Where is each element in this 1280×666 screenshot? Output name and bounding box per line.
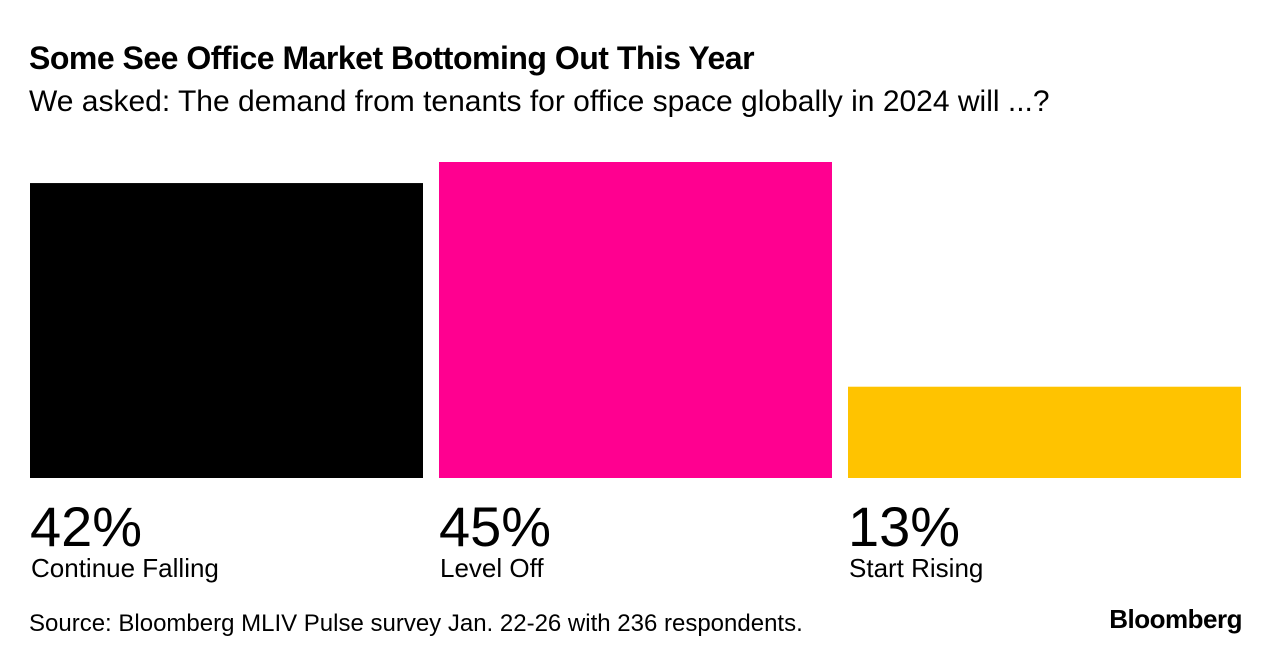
- value-label: 13%: [848, 495, 960, 558]
- category-label: Continue Falling: [31, 553, 219, 583]
- category-label: Start Rising: [849, 553, 983, 583]
- value-label: 42%: [30, 495, 142, 558]
- bar-level-off: [439, 162, 832, 478]
- chart-subtitle: We asked: The demand from tenants for of…: [29, 85, 1050, 118]
- value-label: 45%: [439, 495, 551, 558]
- category-label: Level Off: [440, 553, 544, 583]
- bar-continue-falling: [30, 183, 423, 479]
- source-note: Source: Bloomberg MLIV Pulse survey Jan.…: [29, 610, 803, 637]
- bar-chart: 42%Continue Falling 45%Level Off 13%Start …: [30, 162, 1241, 583]
- chart-title: Some See Office Market Bottoming Out Thi…: [29, 40, 755, 76]
- bloomberg-logo: Bloomberg: [1109, 604, 1242, 634]
- bar-start-rising: [848, 386, 1241, 478]
